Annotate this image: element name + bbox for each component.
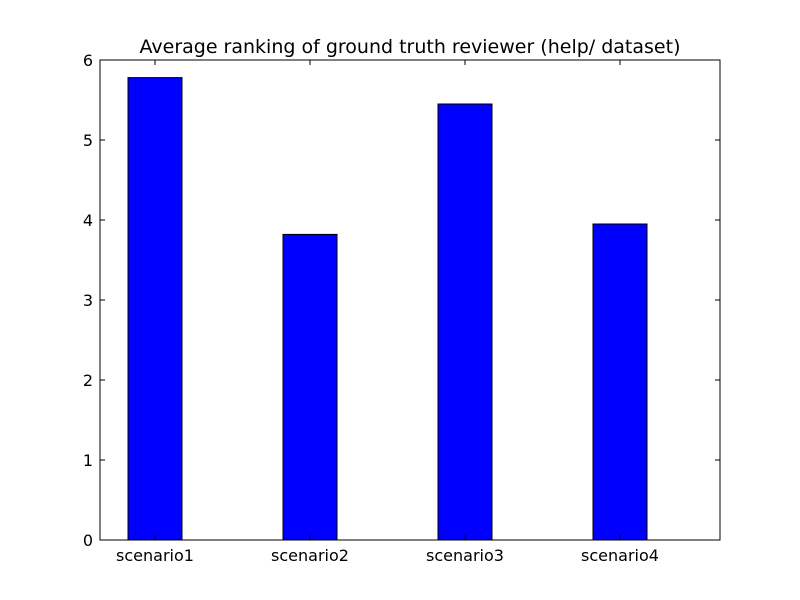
x-tick-label: scenario3: [426, 546, 504, 565]
axis-ticks: [100, 59, 720, 541]
bar-scenario2: [282, 233, 338, 541]
x-tick-label: scenario1: [116, 546, 194, 565]
bar-scenario4: [592, 223, 648, 541]
bar-scenario3: [437, 103, 493, 541]
x-axis-tick-labels: scenario1 scenario2 scenario3 scenario4: [116, 546, 659, 565]
y-tick-label: 5: [83, 131, 93, 150]
y-tick-label: 2: [83, 371, 93, 390]
y-tick-label: 0: [83, 531, 93, 550]
y-tick-label: 3: [83, 291, 93, 310]
y-tick-label: 1: [83, 451, 93, 470]
y-tick-label: 4: [83, 211, 93, 230]
bar-scenario1: [127, 77, 183, 541]
x-tick-label: scenario4: [581, 546, 659, 565]
y-tick-label: 6: [83, 51, 93, 70]
y-axis-tick-labels: 0 1 2 3 4 5 6: [83, 51, 93, 550]
chart-title: Average ranking of ground truth reviewer…: [140, 36, 681, 58]
x-tick-label: scenario2: [271, 546, 349, 565]
bars-group: [127, 77, 648, 541]
